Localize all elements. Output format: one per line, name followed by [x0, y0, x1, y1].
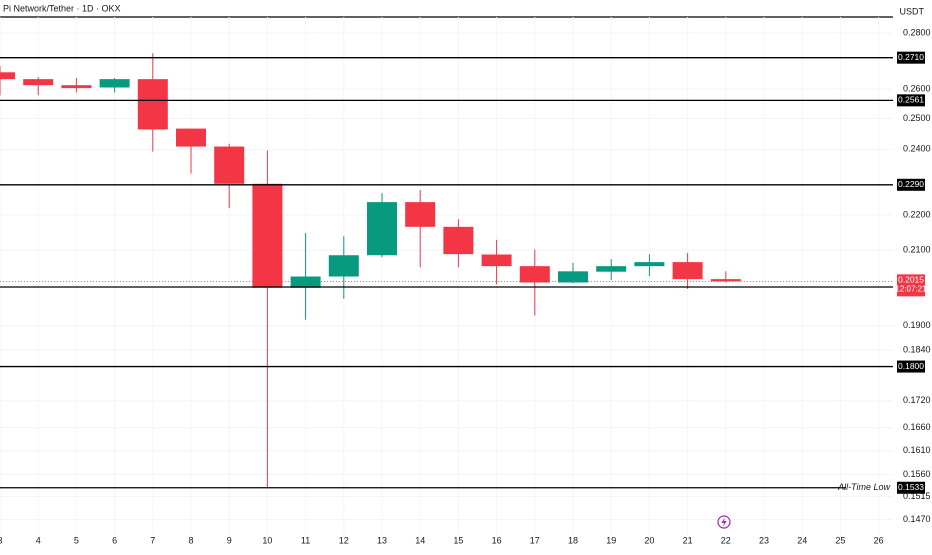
x-tick-label: 11 [301, 535, 310, 545]
candle-body [328, 255, 359, 277]
y-tick-label: 0.1900 [903, 320, 931, 330]
candle-body [61, 85, 92, 89]
plot-area [0, 53, 741, 488]
level-label-bg [897, 51, 925, 64]
annotation-bg [846, 481, 894, 494]
flash-icon [717, 515, 731, 529]
x-tick-label: 7 [150, 535, 155, 545]
x-tick-label: 24 [797, 535, 807, 545]
chart-title: Pi Network/Tether · 1D · OKX [3, 3, 121, 13]
x-tick-label: 22 [721, 535, 731, 545]
last-price-bg [897, 274, 925, 297]
x-tick-label: 25 [835, 535, 845, 545]
y-tick-label: 0.1840 [903, 344, 931, 354]
level-label-bg [897, 94, 925, 107]
annotation: All-Time Low [837, 482, 890, 492]
y-tick-label: 0.1660 [903, 422, 931, 432]
candle-body [0, 72, 15, 80]
x-tick-label: 15 [453, 535, 463, 545]
x-tick-label: 4 [36, 535, 41, 545]
candle-body [596, 266, 627, 272]
last-price-label: 0.2015 [898, 275, 924, 285]
x-tick-label: 14 [415, 535, 425, 545]
candle-body [214, 146, 245, 184]
level-label-bg [897, 178, 925, 191]
candle-body [367, 202, 397, 256]
x-tick-label: 10 [262, 535, 272, 545]
x-tick-label: 8 [188, 535, 193, 545]
candle-body [443, 226, 474, 255]
candle-body [519, 266, 550, 283]
level-label: 0.1800 [898, 361, 924, 371]
level-label-bg [897, 360, 925, 373]
candle-body [252, 183, 283, 288]
x-tick-label: 9 [227, 535, 232, 545]
x-tick-label: 16 [492, 535, 502, 545]
level-label: 0.1533 [898, 482, 924, 492]
y-tick-label: 0.2400 [903, 144, 931, 154]
x-tick-label: 13 [377, 535, 387, 545]
level-label-bg [897, 481, 925, 494]
x-tick-label: 17 [530, 535, 540, 545]
y-tick-label: 0.1560 [903, 469, 931, 479]
countdown: 12:07:21 [895, 284, 927, 293]
y-tick-label: 0.2600 [903, 83, 931, 93]
candle-body [23, 79, 54, 86]
x-tick-label: 18 [568, 535, 578, 545]
x-tick-label: 20 [644, 535, 654, 545]
y-tick-label: 0.1515 [903, 491, 931, 501]
x-tick-label: 3 [0, 535, 3, 545]
y-tick-label: 0.2200 [903, 209, 931, 219]
candle-body [137, 79, 168, 130]
y-tick-label: 0.2800 [903, 27, 931, 37]
x-tick-label: 5 [74, 535, 79, 545]
y-tick-label: 0.1470 [903, 514, 931, 524]
candle-body [176, 128, 206, 147]
currency-label: USDT [900, 6, 925, 16]
x-tick-label: 26 [874, 535, 884, 545]
price-axis: 0.2800 0.2600 0.2500 0.2400 0.2200 0.2100 0.19… [903, 27, 931, 523]
x-tick-label: 6 [112, 535, 117, 545]
y-tick-label: 0.1610 [903, 445, 931, 455]
candle-body [710, 279, 741, 282]
candle-body [290, 276, 321, 288]
y-tick-label: 0.2100 [903, 245, 931, 255]
candle-body [672, 262, 703, 280]
level-label: 0.2561 [898, 95, 924, 105]
candle-body [99, 79, 130, 88]
candle-body [634, 262, 665, 267]
candle-body [405, 202, 436, 227]
candle-body [558, 271, 588, 283]
candle-body [481, 254, 512, 267]
y-tick-label: 0.1720 [903, 395, 931, 405]
x-tick-label: 12 [339, 535, 349, 545]
x-tick-label: 19 [606, 535, 616, 545]
x-tick-label: 21 [683, 535, 693, 545]
y-tick-label: 0.2500 [903, 113, 931, 123]
level-label: 0.2710 [898, 52, 924, 62]
level-label: 0.2290 [898, 179, 924, 189]
x-tick-label: 23 [759, 535, 769, 545]
